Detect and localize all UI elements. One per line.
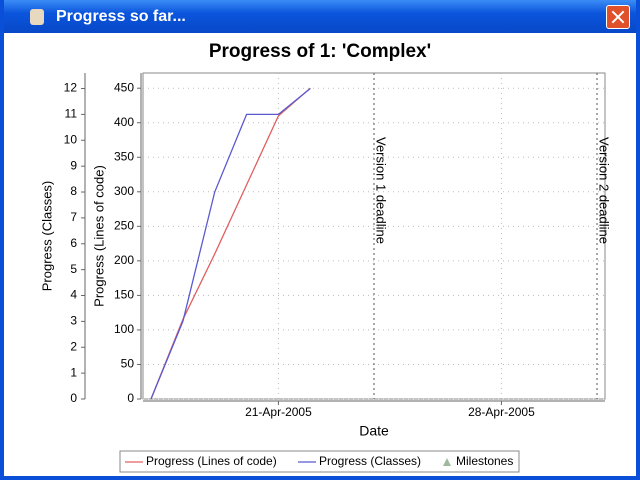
window-title: Progress so far... bbox=[56, 8, 186, 25]
title-bar: Progress so far... bbox=[4, 0, 636, 33]
y-tick-label: 8 bbox=[70, 184, 77, 198]
milestone-label: Version 2 deadline bbox=[597, 137, 612, 244]
app-icon bbox=[30, 9, 44, 25]
y-axis-label: Progress (Classes) bbox=[39, 181, 54, 292]
y-tick-label: 0 bbox=[70, 391, 77, 405]
y-tick-label: 4 bbox=[70, 288, 77, 302]
series-line bbox=[150, 88, 311, 400]
x-tick-label: 28-Apr-2005 bbox=[468, 405, 535, 419]
y-tick-label: 9 bbox=[70, 158, 77, 172]
chart-title: Progress of 1: 'Complex' bbox=[209, 41, 431, 62]
milestone-label: Version 1 deadline bbox=[374, 137, 389, 244]
y2-tick-label: 50 bbox=[121, 357, 135, 371]
y2-axis-label: Progress (Lines of code) bbox=[91, 165, 106, 307]
x-axis-label: Date bbox=[359, 423, 389, 439]
legend bbox=[119, 450, 520, 473]
y2-tick-label: 100 bbox=[114, 322, 134, 336]
y-tick-label: 1 bbox=[70, 365, 77, 379]
y2-tick-label: 200 bbox=[114, 253, 134, 267]
y-tick-label: 6 bbox=[70, 236, 77, 250]
y2-tick-label: 0 bbox=[127, 391, 134, 405]
y2-tick-label: 300 bbox=[114, 184, 134, 198]
y-tick-label: 11 bbox=[65, 107, 78, 121]
y2-tick-label: 250 bbox=[114, 219, 134, 233]
x-tick-label: 21-Apr-2005 bbox=[245, 405, 312, 419]
y2-tick-label: 150 bbox=[114, 288, 134, 302]
y-tick-label: 5 bbox=[70, 262, 77, 276]
y2-tick-label: 400 bbox=[114, 115, 134, 129]
close-button[interactable] bbox=[606, 5, 630, 29]
y2-tick-label: 450 bbox=[114, 80, 134, 94]
y-tick-label: 7 bbox=[70, 210, 77, 224]
legend-label: Milestones bbox=[456, 454, 513, 468]
y-tick-label: 10 bbox=[64, 132, 78, 146]
y-tick-label: 3 bbox=[70, 314, 77, 328]
y-tick-label: 2 bbox=[70, 339, 77, 353]
y2-tick-label: 350 bbox=[114, 149, 134, 163]
legend-label: Progress (Lines of code) bbox=[146, 454, 277, 468]
legend-label: Progress (Classes) bbox=[319, 454, 421, 468]
y-tick-label: 12 bbox=[64, 81, 78, 95]
legend-swatch bbox=[443, 458, 451, 466]
